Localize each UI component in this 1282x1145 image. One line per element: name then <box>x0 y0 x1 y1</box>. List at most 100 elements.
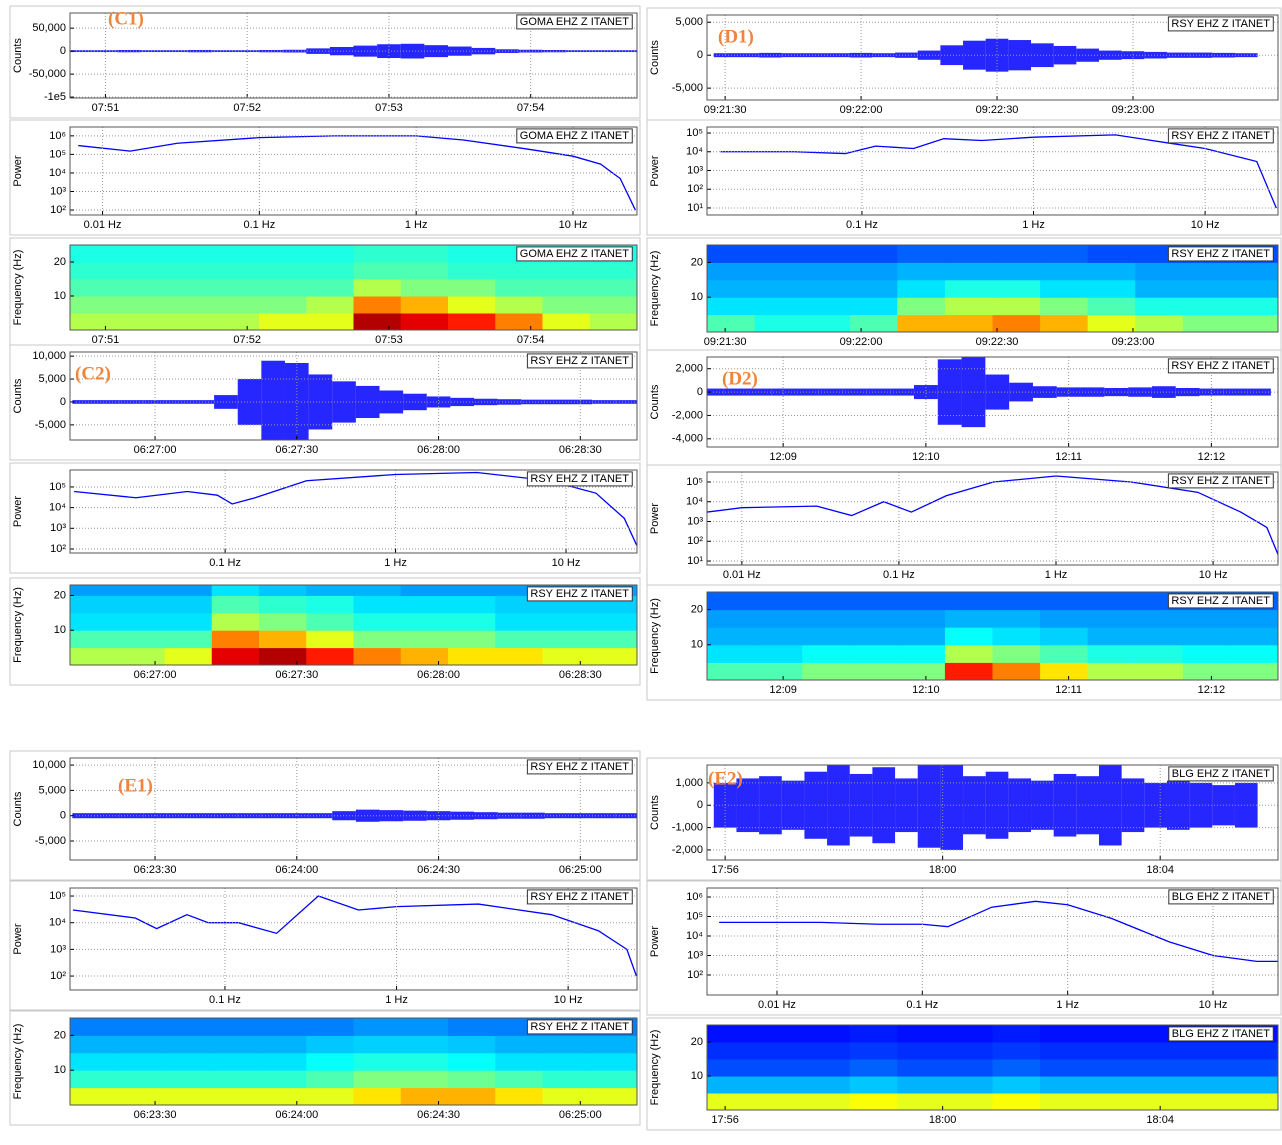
waveform-envelope <box>214 395 238 409</box>
plot-border <box>706 591 1279 681</box>
spectrogram-cell <box>802 1042 851 1060</box>
spectrogram-cell <box>1182 1059 1231 1077</box>
spectrogram-cell <box>992 314 1041 332</box>
spectrogram-cell <box>259 1035 307 1054</box>
spectrogram-cell <box>944 1076 993 1094</box>
plot-border <box>69 469 638 554</box>
waveform-envelope <box>353 45 378 57</box>
waveform-envelope <box>282 49 307 53</box>
spectrogram-cell <box>707 1076 756 1094</box>
waveform-envelope <box>1009 382 1033 402</box>
spectrogram-cell <box>542 313 591 330</box>
waveform-envelope <box>1144 782 1167 828</box>
station-box <box>1168 889 1274 905</box>
y-tick-label: 10⁵ <box>686 127 703 139</box>
spectrogram-cell <box>897 1025 946 1043</box>
spectrogram-cell <box>707 644 756 663</box>
spectrogram-cell <box>211 1018 260 1036</box>
waveform-envelope <box>1189 782 1213 828</box>
spectrogram-cell <box>70 1052 118 1071</box>
spectrogram-cell <box>400 313 449 330</box>
spectrogram-cell <box>1040 1093 1089 1110</box>
waveform-envelope <box>1104 387 1129 397</box>
x-tick-label: 06:28:30 <box>559 444 602 456</box>
spectrogram-cell <box>400 630 449 649</box>
station-label: GOMA EHZ Z ITANET <box>520 248 629 260</box>
waveform-envelope <box>849 52 873 58</box>
waveform-envelope <box>306 48 330 54</box>
spectrogram-cell <box>353 245 402 263</box>
waveform-envelope <box>1247 388 1271 396</box>
x-tick-label: 06:23:30 <box>134 1109 177 1121</box>
x-tick-label: 07:54 <box>517 334 545 346</box>
spectrogram-cell <box>542 1070 591 1089</box>
y-axis-label: Counts <box>12 378 24 413</box>
spectrum-line <box>72 895 637 977</box>
spectrogram-cell <box>1230 1093 1278 1110</box>
station-box <box>526 353 633 369</box>
spectrogram-cell <box>589 1052 637 1071</box>
spectrogram-cell <box>1230 314 1278 332</box>
spectrogram-cell <box>589 647 637 665</box>
spectrogram-cell <box>1135 262 1184 281</box>
spectrogram-cell <box>211 1035 260 1054</box>
spectrogram-cell <box>1230 262 1278 281</box>
spectrogram-cell <box>211 585 260 596</box>
spectrogram-cell <box>1087 297 1136 316</box>
spectrogram-cell <box>1087 1025 1136 1043</box>
y-tick-label: -5,000 <box>35 419 66 431</box>
waveform-envelope <box>332 811 356 821</box>
spectrogram-cell <box>754 609 803 628</box>
spectrogram-cell <box>1087 1093 1136 1110</box>
spectrogram-cell <box>448 1087 496 1105</box>
spectrogram-cell <box>992 644 1041 663</box>
spectrogram-cell <box>117 279 165 297</box>
x-tick-label: 09:21:30 <box>704 104 747 116</box>
spectrogram-cell <box>400 1018 449 1036</box>
spectrum-line <box>719 900 1278 963</box>
spectrogram-cell <box>897 627 946 646</box>
waveform-envelope <box>95 400 120 404</box>
spectrogram-cell <box>707 1059 756 1077</box>
spectrogram-cell <box>589 296 637 314</box>
waveform-envelope <box>1128 387 1152 397</box>
spectrogram-cell <box>1182 1042 1231 1060</box>
waveform-envelope <box>592 813 616 819</box>
plot-border <box>69 12 638 99</box>
station-label: BLG EHZ Z ITANET <box>1172 891 1270 903</box>
waveform-envelope <box>403 393 427 411</box>
waveform-envelope <box>895 52 918 58</box>
x-tick-label: 10 Hz <box>552 557 581 569</box>
station-label: RSY EHZ Z ITANET <box>530 891 629 903</box>
spectrogram-cell <box>849 1093 898 1110</box>
spectrum-line <box>707 475 1278 556</box>
spectrogram-cell <box>211 262 260 280</box>
x-tick-label: 12:09 <box>769 451 797 463</box>
spectrogram-cell <box>1040 609 1089 628</box>
spectrogram-cell <box>1182 1093 1231 1110</box>
waveform-envelope <box>261 813 285 819</box>
y-tick-label: 10⁴ <box>49 167 66 179</box>
y-tick-label: 10⁵ <box>686 476 703 488</box>
spectrogram-cell <box>897 1059 946 1077</box>
spectrogram-cell <box>1182 279 1231 298</box>
spectrogram-cell <box>164 612 213 631</box>
spectrogram-cell <box>211 313 260 330</box>
spectrogram-cell <box>944 262 993 281</box>
waveform-envelope <box>119 813 144 819</box>
spectrogram-cell <box>849 297 898 316</box>
spectrogram-cell <box>353 595 402 614</box>
spectrogram-cell <box>117 1052 165 1071</box>
spectrogram-cell <box>1135 662 1184 680</box>
y-tick-label: -50,000 <box>29 68 66 80</box>
waveform-envelope <box>140 50 165 53</box>
spectrogram-cell <box>353 647 402 665</box>
spectrogram-cell <box>992 662 1041 680</box>
spectrogram-cell <box>306 245 354 263</box>
x-tick-label: 10 Hz <box>1199 999 1228 1011</box>
x-tick-label: 06:27:30 <box>275 669 318 681</box>
x-tick-label: 12:12 <box>1198 451 1226 463</box>
y-tick-label: 10⁴ <box>686 146 703 158</box>
waveform-envelope <box>72 400 96 404</box>
spectrogram-cell <box>117 262 165 280</box>
